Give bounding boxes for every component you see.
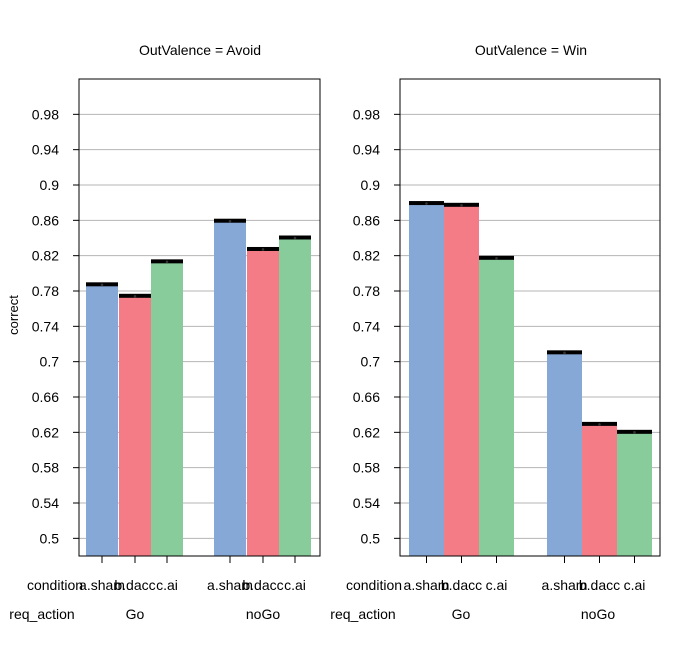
y-tick-label: 0.58 (353, 460, 380, 476)
y-tick-label: 0.78 (32, 283, 59, 299)
mean-point (228, 219, 232, 223)
condition-tick-label: b.dacc (114, 577, 155, 593)
y-tick-label: 0.74 (32, 318, 59, 334)
mean-point (425, 202, 428, 205)
panel-title: OutValence = Win (475, 42, 587, 58)
y-tick-label: 0.54 (32, 495, 59, 511)
condition-factor-label: condition (27, 577, 83, 593)
bar (582, 424, 617, 556)
mean-point (133, 295, 137, 298)
mean-point (460, 204, 463, 207)
y-tick-label: 0.58 (32, 460, 59, 476)
y-axis-label: correct (6, 295, 21, 335)
condition-tick-label: a.sham (79, 577, 125, 593)
condition-tick-label: c.ai (156, 577, 178, 593)
panel-win: OutValence = Win condition req_action Go… (330, 42, 615, 622)
bar (479, 258, 514, 556)
condition-tick-label: a.sham (542, 577, 588, 593)
y-tick-label: 0.54 (353, 495, 380, 511)
condition-tick-label: b.dacc (441, 577, 482, 593)
condition-tick-label: c.ai (486, 577, 508, 593)
y-tick-label: 0.86 (32, 212, 59, 228)
y-tick-label: 0.86 (353, 212, 380, 228)
y-tick-label: 0.9 (361, 177, 381, 193)
mean-point (495, 257, 498, 260)
condition-tick-label: b.dacc (579, 577, 620, 593)
plot-frame (78, 78, 321, 557)
req-action-label: noGo (246, 606, 280, 622)
bar (409, 203, 444, 557)
condition-tick-label: c.ai (624, 577, 646, 593)
y-tick-label: 0.5 (40, 530, 60, 546)
bar (617, 432, 652, 556)
y-tick-label: 0.7 (40, 354, 60, 370)
y-tick-label: 0.7 (361, 354, 381, 370)
mean-point (633, 431, 636, 434)
condition-tick-label: a.sham (404, 577, 450, 593)
bar (247, 249, 279, 556)
y-tick-label: 0.74 (353, 318, 380, 334)
mean-point (293, 236, 297, 240)
panel-avoid: OutValence = Avoid condition req_action … (9, 42, 280, 622)
y-tick-label: 0.9 (40, 177, 60, 193)
condition-tick-label: c.ai (284, 577, 306, 593)
bar (444, 205, 479, 557)
mean-point (563, 351, 566, 355)
mean-point (165, 260, 169, 264)
condition-factor-label: condition (346, 577, 402, 593)
condition-tick-label: b.dacc (242, 577, 283, 593)
req-action-label: Go (126, 606, 145, 622)
req-action-label: noGo (581, 606, 615, 622)
y-tick-label: 0.94 (353, 142, 380, 158)
bar (151, 261, 183, 556)
mean-point (598, 423, 601, 426)
y-tick-label: 0.66 (353, 389, 380, 405)
panel-plot: 0.5 0.54 0.58 0.62 0.66 0.7 0.74 0.78 0.82 0.86 0.… (32, 78, 321, 593)
mean-point (261, 248, 265, 251)
plot-frame (399, 78, 661, 557)
y-tick-label: 0.94 (32, 142, 59, 158)
condition-tick-label: a.sham (207, 577, 253, 593)
y-tick-label: 0.82 (32, 248, 59, 264)
bar (547, 352, 582, 556)
y-tick-label: 0.62 (32, 424, 59, 440)
y-tick-label: 0.62 (353, 424, 380, 440)
bar (119, 296, 151, 556)
y-tick-label: 0.78 (353, 283, 380, 299)
y-tick-label: 0.66 (32, 389, 59, 405)
y-tick-label: 0.82 (353, 248, 380, 264)
bar (214, 221, 246, 556)
y-tick-label: 0.98 (32, 106, 59, 122)
req-action-factor-label: req_action (330, 606, 395, 622)
bar (86, 284, 118, 556)
req-action-label: Go (452, 606, 471, 622)
panel-plot: 0.5 0.54 0.58 0.62 0.66 0.7 0.74 0.78 0.82 0.86 0.… (353, 78, 661, 593)
bar (279, 238, 311, 556)
req-action-factor-label: req_action (9, 606, 74, 622)
y-tick-label: 0.5 (361, 530, 381, 546)
mean-point (100, 283, 104, 287)
y-tick-label: 0.98 (353, 106, 380, 122)
panel-title: OutValence = Avoid (139, 42, 261, 58)
